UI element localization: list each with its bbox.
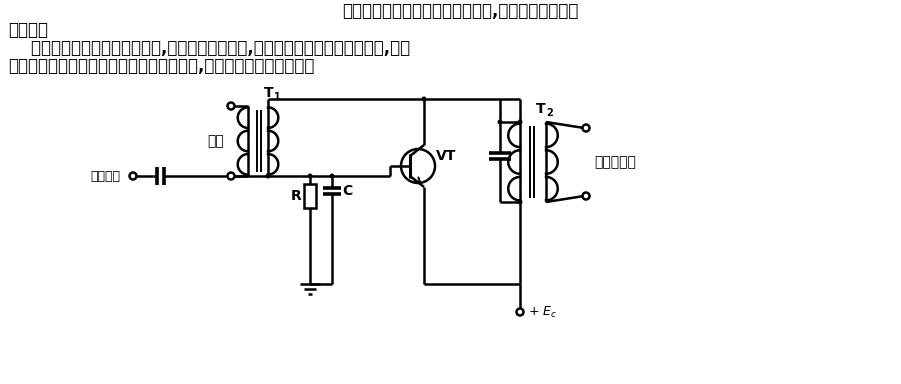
Bar <box>304 184 316 208</box>
Circle shape <box>307 174 313 179</box>
Circle shape <box>517 119 523 124</box>
Circle shape <box>517 200 523 205</box>
Text: 达到调幅的目的。由于电路是基极接地方式,所以它的工作频率较高。: 达到调幅的目的。由于电路是基极接地方式,所以它的工作频率较高。 <box>8 57 314 75</box>
Text: T: T <box>264 86 274 100</box>
Text: 它的工作状态与基极调幅电路相似,只是需要较大的调: 它的工作状态与基极调幅电路相似,只是需要较大的调 <box>341 2 578 20</box>
Text: C: C <box>342 184 352 198</box>
Text: 1: 1 <box>274 92 281 102</box>
Text: R: R <box>290 189 301 203</box>
Circle shape <box>330 174 334 179</box>
Text: 如果将调制信号从发射极加入,使发射极电流变化,就会使集电极电流也发生变化,从而: 如果将调制信号从发射极加入,使发射极电流变化,就会使集电极电流也发生变化,从而 <box>8 39 410 57</box>
Circle shape <box>130 172 136 179</box>
Circle shape <box>516 308 523 316</box>
Text: 调幅波输出: 调幅波输出 <box>594 155 636 169</box>
Text: 2: 2 <box>546 108 552 118</box>
Circle shape <box>227 103 234 109</box>
Circle shape <box>422 96 426 101</box>
Text: $+\ E_c$: $+\ E_c$ <box>528 305 557 319</box>
Circle shape <box>227 172 234 179</box>
Text: 制电流。: 制电流。 <box>8 21 48 39</box>
Text: VT: VT <box>436 149 457 163</box>
Circle shape <box>266 174 270 179</box>
Circle shape <box>583 124 589 131</box>
Circle shape <box>583 192 589 200</box>
Text: 载波: 载波 <box>207 134 224 148</box>
Circle shape <box>497 119 503 124</box>
Text: 调制信号: 调制信号 <box>90 169 120 182</box>
Text: T: T <box>536 102 546 116</box>
